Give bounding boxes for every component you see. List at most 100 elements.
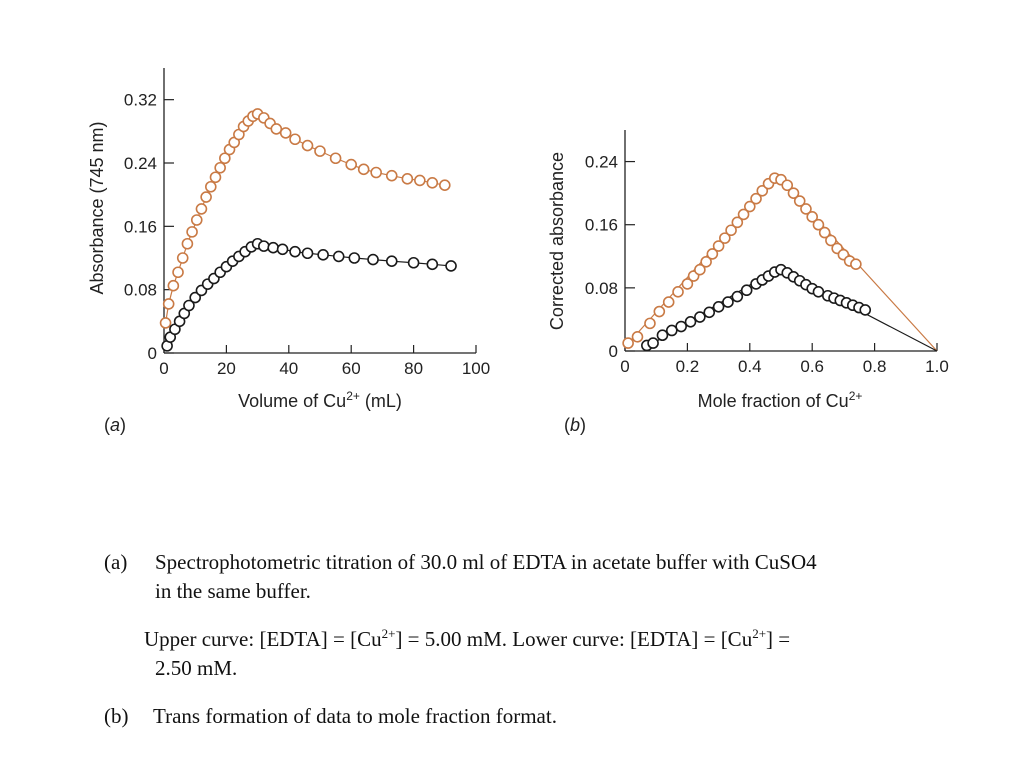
upper-curve-point (167, 279, 180, 292)
y-axis-label: Absorbance (745 nm) (87, 121, 107, 294)
caption-upper-sup2: 2+ (752, 626, 767, 641)
upper-curve-point (850, 258, 862, 270)
caption-upper-curve: Upper curve: [EDTA] = [Cu 2+] = 5.00 mM. … (144, 625, 790, 654)
x-tick-label: 80 (404, 359, 423, 378)
lower-curve-point (258, 240, 270, 252)
figure: 0 0.08 0.16 0.24 0.32 0 20 40 60 80 100 Absorbance … (87, 68, 949, 435)
x-tick-label: 100 (462, 359, 490, 378)
lower-curve-point (301, 247, 314, 260)
lower-curve-point (385, 255, 398, 267)
upper-curve-point (345, 158, 358, 171)
upper-curve-point (426, 176, 439, 189)
y-tick-label: 0 (148, 344, 157, 363)
lower-curve-point (859, 304, 872, 316)
upper-curve-point (700, 256, 712, 268)
upper-curve-point (270, 123, 283, 135)
caption-b-marker: (b) (104, 704, 129, 728)
upper-curve-point (289, 133, 301, 146)
upper-curve-point (209, 171, 222, 184)
lower-curve-point (348, 252, 361, 264)
upper-curve-point (793, 195, 806, 207)
panel-a: 0 0.08 0.16 0.24 0.32 0 20 40 60 80 100 Absorbance … (87, 68, 490, 435)
lower-curve-point (276, 243, 289, 256)
y-axis-label: Corrected absorbance (547, 152, 567, 330)
upper-curve-point (329, 152, 342, 165)
y-tick-label: 0.24 (124, 154, 157, 173)
upper-curve-point (806, 211, 819, 223)
x-tick-label: 0.8 (863, 357, 887, 376)
x-tick-label: 0 (159, 359, 168, 378)
upper-curve-point (314, 145, 326, 157)
upper-curve-point (812, 218, 825, 231)
lower-curve-point (656, 329, 669, 342)
lower-curve-point (407, 256, 420, 269)
upper-curve-point (737, 208, 750, 221)
upper-curve-point (200, 191, 212, 203)
lower-curve-point (647, 337, 659, 349)
lower-curve-point (712, 300, 725, 313)
x-tick-label: 0.6 (800, 357, 824, 376)
lower-curve-point (367, 253, 379, 266)
caption-upper-line2: 2.50 mM. (155, 656, 238, 680)
panel-b: 0 0.08 0.16 0.24 0 0.2 0.4 0.6 0.8 1.0 Corrected a… (547, 130, 949, 435)
y-tick-label: 0.08 (124, 281, 157, 300)
upper-curve-point (301, 139, 314, 152)
upper-curve-point (818, 226, 831, 239)
upper-curve-point (172, 266, 184, 279)
upper-curve-point (162, 298, 175, 310)
caption-a-marker: (a) (104, 550, 128, 574)
upper-curve-point (181, 237, 194, 250)
upper-curve-point (800, 203, 812, 215)
lower-curve-point (317, 249, 329, 261)
upper-curve-point (214, 161, 226, 174)
upper-curve-point (219, 152, 231, 165)
upper-curve-point (370, 166, 382, 179)
y-tick-label: 0 (609, 342, 618, 361)
upper-curve-point (176, 252, 189, 264)
upper-curve-point (731, 216, 744, 229)
x-tick-label: 40 (279, 359, 298, 378)
upper-curve-point (159, 317, 172, 329)
upper-curve-point (385, 169, 398, 182)
upper-curve-point (622, 337, 634, 349)
caption-upper-pre: Upper curve: [EDTA] = [Cu (144, 627, 382, 651)
upper-curve-point (743, 200, 756, 213)
panel-label: (b) (564, 415, 586, 435)
upper-curve-point (706, 248, 719, 260)
upper-curve-point (279, 127, 292, 139)
upper-curve-point (825, 234, 837, 247)
lower-curve-point (332, 250, 345, 263)
upper-curve-point (357, 163, 370, 176)
upper-curve-point (781, 179, 794, 192)
lower-curve-point (703, 306, 716, 319)
caption-b-text: Trans formation of data to mole fraction… (153, 704, 557, 728)
caption-upper-post2: ] = (766, 627, 791, 651)
upper-curve-point (756, 184, 769, 197)
upper-curve-point (672, 286, 684, 298)
upper-curve-point (653, 305, 666, 318)
panel-label: (a) (104, 415, 126, 435)
x-tick-label: 0.4 (738, 357, 762, 376)
upper-curve-point (719, 232, 731, 244)
y-tick-label: 0.08 (585, 279, 618, 298)
upper-curve-point (681, 278, 694, 290)
lower-curve-point (694, 311, 706, 323)
upper-curve-point (644, 317, 656, 330)
x-axis-label: Mole fraction of Cu2+ (698, 389, 863, 411)
upper-curve-point (190, 214, 203, 226)
series-line (166, 243, 452, 347)
lower-curve-point (684, 315, 697, 328)
upper-curve-point (662, 296, 675, 308)
upper-curve-point (195, 203, 208, 215)
upper-curve-point (401, 173, 414, 185)
x-tick-label: 0 (620, 357, 629, 376)
lower-curve-point (267, 241, 280, 254)
x-tick-label: 20 (217, 359, 236, 378)
lower-curve-point (740, 284, 753, 297)
caption-upper-post: ] = 5.00 mM. Lower curve: [EDTA] = [Cu (395, 627, 753, 651)
lower-curve-point (189, 291, 201, 304)
caption-a-line2: in the same buffer. (155, 579, 311, 603)
lower-curve-point (665, 324, 678, 337)
lower-curve-point (675, 320, 687, 333)
upper-curve-point (787, 187, 800, 199)
